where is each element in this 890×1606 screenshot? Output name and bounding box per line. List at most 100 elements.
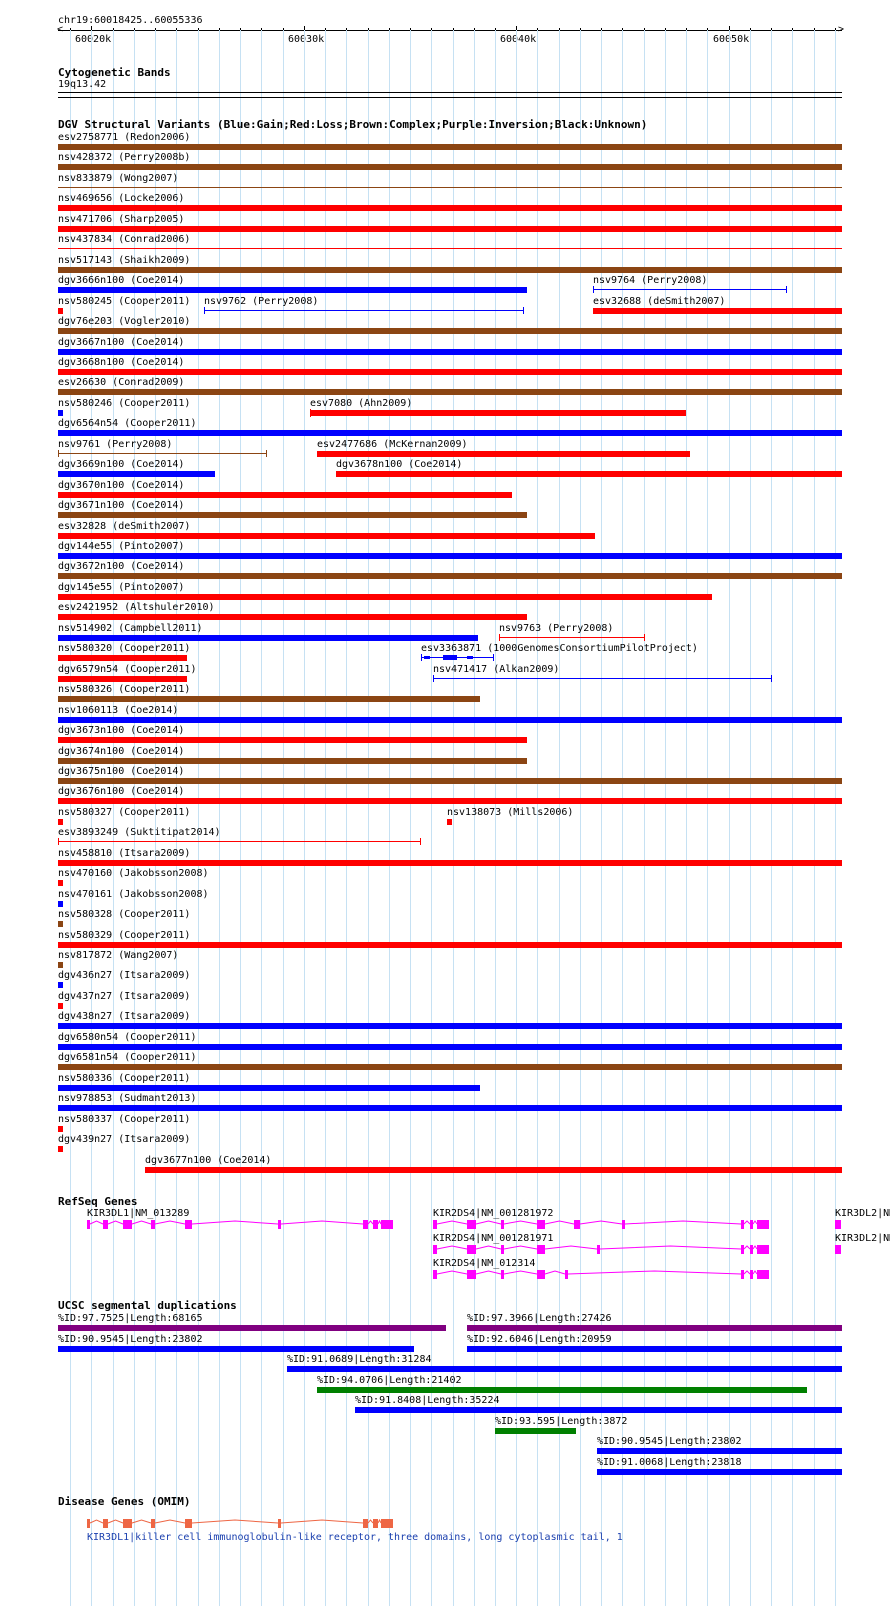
- variant-label: nsv517143 (Shaikh2009): [58, 255, 191, 266]
- gene-exon: [381, 1220, 393, 1229]
- segdup-label: %ID:91.0689|Length:31284: [287, 1354, 432, 1365]
- variant-label: nsv580245 (Cooper2011): [58, 296, 191, 307]
- grid-line: [792, 30, 793, 1606]
- variant-bar[interactable]: [58, 819, 63, 825]
- variant-bar[interactable]: [58, 717, 842, 723]
- variant-bar[interactable]: [310, 410, 686, 416]
- variant-bar[interactable]: [58, 962, 63, 968]
- variant-bar[interactable]: [58, 1023, 842, 1029]
- variant-bar[interactable]: [58, 942, 842, 948]
- variant-bar[interactable]: [58, 471, 215, 477]
- variant-bar[interactable]: [58, 841, 420, 842]
- variant-endcap: [493, 654, 494, 661]
- segdup-bar[interactable]: [467, 1325, 842, 1331]
- variant-bar[interactable]: [58, 635, 478, 641]
- variant-bar[interactable]: [58, 453, 266, 454]
- segdup-label: %ID:92.6046|Length:20959: [467, 1334, 612, 1345]
- variant-bar[interactable]: [58, 1105, 842, 1111]
- variant-bar[interactable]: [58, 1146, 63, 1152]
- segdup-bar[interactable]: [355, 1407, 842, 1413]
- grid-line: [368, 30, 369, 1606]
- variant-bar[interactable]: [58, 369, 842, 375]
- segdup-bar[interactable]: [495, 1428, 576, 1434]
- variant-bar[interactable]: [433, 678, 771, 679]
- variant-bar[interactable]: [58, 287, 527, 293]
- gene-exon: [757, 1270, 769, 1279]
- variant-bar[interactable]: [421, 657, 493, 658]
- segdup-bar[interactable]: [467, 1346, 842, 1352]
- segdup-bar[interactable]: [58, 1346, 414, 1352]
- variant-bar[interactable]: [58, 1085, 480, 1091]
- variant-bar[interactable]: [58, 553, 842, 559]
- variant-label: esv3363871 (1000GenomesConsortiumPilotPr…: [421, 643, 698, 654]
- variant-bar[interactable]: [58, 594, 712, 600]
- grid-line: [155, 30, 156, 1606]
- variant-bar[interactable]: [336, 471, 842, 477]
- gene-exon: [757, 1220, 769, 1229]
- grid-line: [198, 30, 199, 1606]
- variant-bar[interactable]: [58, 492, 512, 498]
- variant-bar[interactable]: [58, 921, 63, 927]
- gene-exon: [433, 1220, 437, 1229]
- variant-bar[interactable]: [58, 696, 480, 702]
- segdup-bar[interactable]: [317, 1387, 807, 1393]
- variant-bar[interactable]: [58, 1064, 842, 1070]
- variant-bar[interactable]: [58, 573, 842, 579]
- variant-bar[interactable]: [317, 451, 690, 457]
- grid-line: [644, 30, 645, 1606]
- variant-bar[interactable]: [58, 798, 842, 804]
- variant-bar[interactable]: [58, 144, 842, 150]
- variant-bar[interactable]: [58, 1003, 63, 1009]
- variant-bar[interactable]: [593, 308, 842, 314]
- variant-bar[interactable]: [58, 512, 527, 518]
- gene-exon: [537, 1270, 545, 1279]
- variant-label: nsv580336 (Cooper2011): [58, 1073, 191, 1084]
- variant-bar[interactable]: [58, 758, 527, 764]
- variant-bar[interactable]: [58, 982, 63, 988]
- variant-bar[interactable]: [58, 389, 842, 395]
- variant-bar[interactable]: [58, 267, 842, 273]
- variant-bar[interactable]: [593, 289, 786, 290]
- segdup-bar[interactable]: [58, 1325, 446, 1331]
- variant-bar[interactable]: [58, 187, 842, 188]
- segdup-bar[interactable]: [287, 1366, 842, 1372]
- gene-exon: [185, 1220, 192, 1229]
- variant-bar[interactable]: [204, 310, 523, 311]
- variant-bar[interactable]: [58, 655, 187, 661]
- variant-bar[interactable]: [58, 226, 842, 232]
- variant-bar[interactable]: [58, 205, 842, 211]
- variant-bar[interactable]: [58, 164, 842, 170]
- variant-endcap: [644, 634, 645, 641]
- gene-exon: [433, 1270, 437, 1279]
- variant-bar[interactable]: [58, 430, 842, 436]
- variant-label: nsv817872 (Wang2007): [58, 950, 179, 961]
- variant-endcap: [204, 307, 205, 314]
- variant-endcap: [420, 838, 421, 845]
- variant-bar[interactable]: [58, 1044, 842, 1050]
- variant-bar[interactable]: [447, 819, 452, 825]
- variant-bar[interactable]: [499, 637, 644, 638]
- variant-bar[interactable]: [58, 248, 842, 249]
- segdup-bar[interactable]: [597, 1448, 842, 1454]
- variant-label: nsv471706 (Sharp2005): [58, 214, 185, 225]
- variant-bar[interactable]: [58, 349, 842, 355]
- variant-bar[interactable]: [58, 1126, 63, 1132]
- variant-label: dgv6579n54 (Cooper2011): [58, 664, 197, 675]
- variant-bar[interactable]: [58, 901, 63, 907]
- variant-bar[interactable]: [58, 860, 842, 866]
- variant-bar[interactable]: [58, 737, 527, 743]
- variant-bar[interactable]: [145, 1167, 842, 1173]
- variant-bar[interactable]: [58, 778, 842, 784]
- variant-bar[interactable]: [58, 533, 595, 539]
- gene-exon: [750, 1270, 753, 1279]
- variant-label: nsv1060113 (Coe2014): [58, 705, 179, 716]
- variant-bar[interactable]: [58, 328, 842, 334]
- variant-endcap: [771, 675, 772, 682]
- variant-bar[interactable]: [58, 614, 527, 620]
- segdup-bar[interactable]: [597, 1469, 842, 1475]
- variant-bar[interactable]: [58, 410, 63, 416]
- variant-label: nsv580329 (Cooper2011): [58, 930, 191, 941]
- variant-bar[interactable]: [58, 676, 187, 682]
- variant-bar[interactable]: [58, 880, 63, 886]
- variant-bar[interactable]: [58, 308, 63, 314]
